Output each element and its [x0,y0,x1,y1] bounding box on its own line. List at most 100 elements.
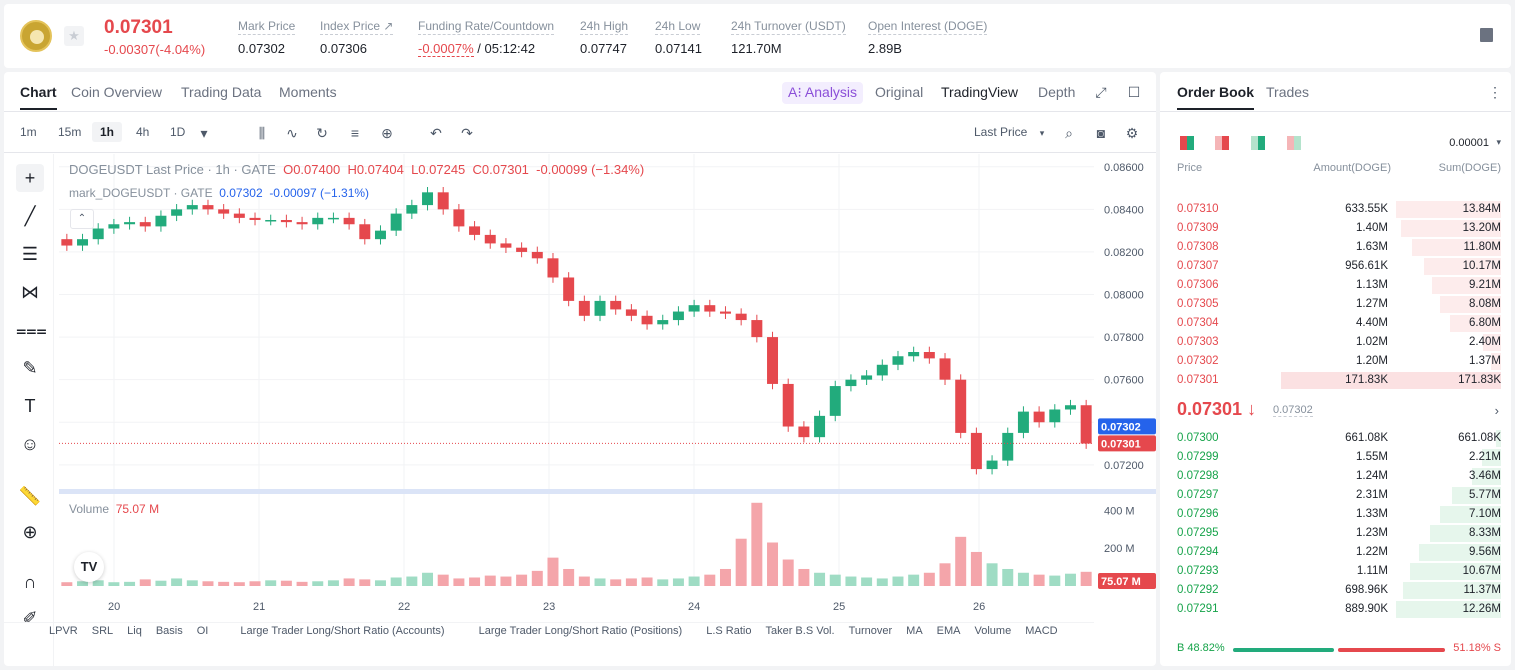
ask-row[interactable]: 0.07304 4.40M 6.80M [1160,314,1511,333]
crosshair-icon[interactable]: + [16,164,44,192]
indicator-taker[interactable]: Taker B.S Vol. [765,625,835,637]
ask-row[interactable]: 0.07302 1.20M 1.37M [1160,352,1511,371]
depth-bar [1451,487,1501,504]
camera-icon[interactable]: ◙ [1096,125,1106,141]
redo-icon[interactable]: ↷ [461,125,473,141]
ask-row[interactable]: 0.07310 633.55K 13.84M [1160,200,1511,219]
last-price-select[interactable]: Last Price [974,125,1028,139]
tab-trades[interactable]: Trades [1266,84,1310,100]
precision-select[interactable]: 0.00001 [1449,137,1489,149]
trendline-icon[interactable]: ╱ [24,206,36,226]
view-mixed-icon[interactable] [1287,136,1301,150]
bid-row[interactable]: 0.07291 889.90K 12.26M [1160,600,1511,619]
alert-plus-icon[interactable]: ⊕ [381,125,393,141]
volume-bar [422,572,434,586]
view-both-icon[interactable] [1180,136,1194,150]
ask-sum: 10.17M [1462,260,1501,272]
ask-row[interactable]: 0.07308 1.63M 11.80M [1160,238,1511,257]
ask-row[interactable]: 0.07301 171.83K 171.83K [1160,371,1511,390]
guide-book-icon[interactable] [1480,28,1493,42]
tab-moments[interactable]: Moments [279,84,337,100]
gear-icon[interactable]: ⚙ [1125,125,1139,141]
candle-body [92,228,104,240]
interval-1h[interactable]: 1h [92,122,123,142]
horizontal-lines-icon[interactable]: ☰ [21,244,39,264]
indicator-liq[interactable]: Liq [127,625,142,637]
bid-row[interactable]: 0.07299 1.55M 2.21M [1160,448,1511,467]
ask-row[interactable]: 0.07306 1.13M 9.21M [1160,276,1511,295]
indicator-lt-positions[interactable]: Large Trader Long/Short Ratio (Positions… [478,625,683,637]
indicator-ema[interactable]: EMA [936,625,961,637]
price-change: -0.00307(-4.04%) [104,42,206,57]
collapse-legend-button[interactable]: ⌃ [70,209,94,229]
indicator-srl[interactable]: SRL [91,625,114,637]
candle-type-icon[interactable]: ⫼ [258,125,266,141]
undo-icon[interactable]: ↶ [430,125,442,141]
bid-row[interactable]: 0.07300 661.08K 661.08K [1160,429,1511,448]
ai-analysis-button[interactable]: A⁝ Analysis [782,82,864,104]
ask-row[interactable]: 0.07307 956.61K 10.17M [1160,257,1511,276]
brush-icon[interactable]: ✎ [22,358,38,378]
expand-icon[interactable]: ⤢ [1095,84,1107,100]
indicator-ls-ratio[interactable]: L.S Ratio [706,625,752,637]
ask-row[interactable]: 0.07309 1.40M 13.20M [1160,219,1511,238]
indicator-lpvr[interactable]: LPVR [49,625,78,637]
pencil-lock-icon[interactable]: ✐ [22,608,38,628]
text-icon[interactable]: T [24,396,36,416]
templates-icon[interactable]: ≡ [350,125,360,141]
view-bids-icon[interactable] [1251,136,1265,150]
tab-order-book[interactable]: Order Book [1177,84,1255,110]
bid-price: 0.07295 [1177,527,1219,539]
interval-15m[interactable]: 15m [58,125,82,139]
search-icon[interactable]: ⌕ [1065,125,1073,141]
bid-row[interactable]: 0.07293 1.11M 10.67M [1160,562,1511,581]
tab-chart[interactable]: Chart [20,84,57,110]
interval-4h[interactable]: 4h [136,125,150,139]
zoom-in-icon[interactable]: ⊕ [22,522,38,542]
chevron-down-icon[interactable]: ▾ [200,125,208,141]
bid-row[interactable]: 0.07296 1.33M 7.10M [1160,505,1511,524]
indicator-ma[interactable]: MA [906,625,923,637]
pattern-icon[interactable]: ⋈ [21,282,39,302]
view-asks-icon[interactable] [1215,136,1229,150]
ask-row[interactable]: 0.07303 1.02M 2.40M [1160,333,1511,352]
ask-price: 0.07302 [1177,355,1219,367]
indicator-turnover[interactable]: Turnover [848,625,893,637]
stat-index-price[interactable]: Index Price ↗ 0.07306 [320,19,394,56]
indicator-basis[interactable]: Basis [155,625,183,637]
tab-tradingview[interactable]: TradingView [941,84,1019,100]
fib-icon[interactable]: ⩶ [16,320,47,340]
indicator-oi[interactable]: OI [196,625,209,637]
volume-bar [500,576,512,586]
tab-coin-overview[interactable]: Coin Overview [71,84,163,100]
magnet-icon[interactable]: ∩ [23,572,37,592]
bid-row[interactable]: 0.07294 1.22M 9.56M [1160,543,1511,562]
ruler-icon[interactable]: 📏 [18,486,42,506]
favorite-star-icon[interactable]: ★ [64,26,84,46]
indicators-icon[interactable]: ∿ [286,125,298,141]
bid-row[interactable]: 0.07292 698.96K 11.37M [1160,581,1511,600]
bid-row[interactable]: 0.07295 1.23M 8.33M [1160,524,1511,543]
chevron-down-icon[interactable]: ▾ [1496,137,1501,147]
indicator-macd[interactable]: MACD [1025,625,1058,637]
price-chart[interactable]: 0.08600 0.08400 0.08200 0.08000 0.07800 0.076… [59,154,1156,624]
tab-trading-data[interactable]: Trading Data [181,84,262,100]
tab-original[interactable]: Original [875,84,924,100]
bid-sum: 10.67M [1462,565,1501,577]
emoji-icon[interactable]: ☺ [20,434,40,454]
interval-1m[interactable]: 1m [20,125,37,139]
ask-row[interactable]: 0.07305 1.27M 8.08M [1160,295,1511,314]
indicator-volume[interactable]: Volume [974,625,1012,637]
chevron-right-icon[interactable]: › [1494,403,1499,418]
more-icon[interactable]: ⋮ [1488,84,1502,100]
window-icon[interactable]: ☐ [1127,84,1141,100]
indicator-lt-accounts[interactable]: Large Trader Long/Short Ratio (Accounts) [240,625,445,637]
chevron-down-icon[interactable]: ▾ [1039,128,1045,138]
interval-1d[interactable]: 1D [170,125,186,139]
depth-bar [1281,372,1501,389]
depth-bar [1396,601,1501,618]
tab-depth[interactable]: Depth [1038,84,1076,100]
bid-row[interactable]: 0.07297 2.31M 5.77M [1160,486,1511,505]
replay-icon[interactable]: ↻ [316,125,328,141]
bid-row[interactable]: 0.07298 1.24M 3.46M [1160,467,1511,486]
